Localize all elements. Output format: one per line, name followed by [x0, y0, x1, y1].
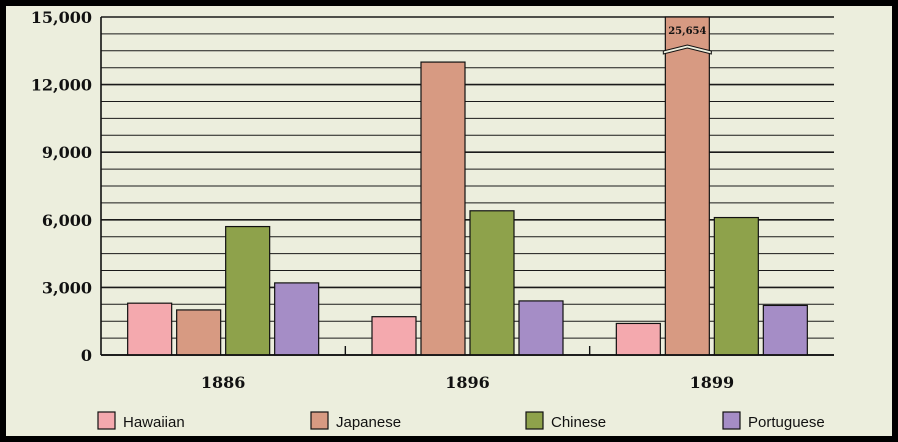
bar-japanese [664, 16, 710, 356]
bar-chinese [469, 210, 515, 356]
x-category-label: 1899 [690, 373, 735, 392]
bar-chart: 0 3,000 6,000 9,000 12,000 15,000 1886 1896 25,6… [31, 8, 834, 431]
bar-portuguese [762, 304, 808, 356]
y-tick-label: 0 [81, 346, 92, 365]
legend-swatch [525, 411, 544, 430]
bar-japanese [176, 309, 222, 356]
legend-swatch [97, 411, 116, 430]
bar-chinese [225, 225, 271, 356]
bar-portuguese [274, 282, 320, 356]
legend-label: Portuguese [748, 414, 825, 431]
bar-chinese [713, 216, 759, 356]
y-tick-label: 12,000 [31, 76, 92, 95]
legend-label: Japanese [336, 414, 401, 431]
broken-bar-value-label: 25,654 [668, 26, 706, 37]
y-tick-label: 15,000 [31, 8, 92, 27]
y-tick-label: 9,000 [42, 143, 92, 162]
x-category-label: 1886 [201, 373, 246, 392]
y-tick-label: 6,000 [42, 211, 92, 230]
bar-hawaiian [371, 316, 417, 356]
bar-hawaiian [615, 322, 661, 356]
bar-break-mark [662, 44, 712, 55]
legend-label: Chinese [551, 414, 606, 431]
bar-hawaiian [127, 302, 173, 356]
chart-panel: 0 3,000 6,000 9,000 12,000 15,000 1886 1896 25,6… [6, 6, 892, 436]
bar-portuguese [518, 300, 564, 356]
x-category-label: 1896 [445, 373, 490, 392]
y-tick-label: 3,000 [42, 278, 92, 297]
bar-japanese [420, 61, 466, 356]
legend-swatch [310, 411, 329, 430]
legend-swatch [722, 411, 741, 430]
legend-label: Hawaiian [123, 414, 185, 431]
